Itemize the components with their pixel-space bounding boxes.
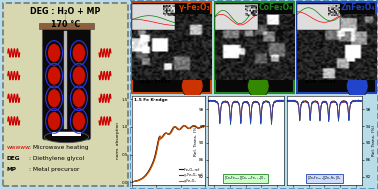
Circle shape <box>48 67 60 85</box>
γ-Fe₂O₃ ref <box>203 125 208 128</box>
Circle shape <box>73 89 85 107</box>
Circle shape <box>48 44 60 62</box>
γ-Fe₂O₃ ref <box>196 127 201 129</box>
Fe₃O₄ ref <box>196 127 201 129</box>
Circle shape <box>73 112 85 130</box>
Text: [Zn$_x$Fe$_{1-x}$][Zn$_0$Fe$_2$]O$_4$: [Zn$_x$Fe$_{1-x}$][Zn$_0$Fe$_2$]O$_4$ <box>307 174 342 182</box>
Fe₃O₄ ref <box>173 126 178 128</box>
Fe₃O₄ ref <box>173 126 177 128</box>
Ellipse shape <box>44 131 89 143</box>
Text: : Diethylene glycol: : Diethylene glycol <box>29 156 84 161</box>
Text: ZnFe₂O₄: ZnFe₂O₄ <box>341 3 375 12</box>
FancyBboxPatch shape <box>297 2 376 93</box>
Line: γ-Fe₂O₃: γ-Fe₂O₃ <box>132 126 205 182</box>
FancyBboxPatch shape <box>130 0 378 189</box>
Fe₃O₄ ref <box>203 125 208 128</box>
γ-Fe₂O₃ <box>173 126 178 128</box>
γ-Fe₂O₃ <box>196 127 201 129</box>
Text: 14 nm: 14 nm <box>304 76 336 85</box>
Fe₃O₄ ref <box>174 127 179 129</box>
Text: DEG: DEG <box>6 156 20 161</box>
Text: [Co$_x$Fe$_{1-x}$][Co$_{1-x}$Fe$_{1+x}$]O$_4$: [Co$_x$Fe$_{1-x}$][Co$_{1-x}$Fe$_{1+x}$]… <box>225 174 267 182</box>
Circle shape <box>73 67 85 85</box>
γ-Fe₂O₃ <box>129 181 134 183</box>
Circle shape <box>48 89 60 107</box>
Text: 12 nm: 12 nm <box>139 76 171 85</box>
Text: wwwww: wwwww <box>6 145 30 149</box>
γ-Fe₂O₃ <box>192 125 196 127</box>
Text: MP: MP <box>6 167 17 172</box>
FancyBboxPatch shape <box>215 2 294 93</box>
Text: γ-Fe₂O₃: γ-Fe₂O₃ <box>178 3 211 12</box>
Text: DEG : H₂O + MP: DEG : H₂O + MP <box>30 7 101 16</box>
Text: 170 °C: 170 °C <box>51 20 80 29</box>
Circle shape <box>48 112 60 130</box>
Circle shape <box>181 74 203 98</box>
γ-Fe₂O₃ <box>174 126 179 129</box>
Text: 7 nm: 7 nm <box>242 76 267 85</box>
γ-Fe₂O₃ <box>130 181 134 183</box>
Bar <box>65 14 66 23</box>
γ-Fe₂O₃ ref <box>129 181 134 183</box>
FancyBboxPatch shape <box>3 3 128 186</box>
Fe₃O₄ ref <box>192 125 196 127</box>
Text: 1.5 Fe K-edge: 1.5 Fe K-edge <box>135 98 168 102</box>
γ-Fe₂O₃ ref <box>173 126 177 128</box>
γ-Fe₂O₃ <box>173 126 177 128</box>
γ-Fe₂O₃ ref <box>173 126 178 128</box>
Y-axis label: Rel. Trans. (%): Rel. Trans. (%) <box>372 125 376 156</box>
γ-Fe₂O₃ ref <box>192 125 196 127</box>
Bar <box>52 132 81 136</box>
Fe₃O₄ ref <box>130 181 134 183</box>
FancyBboxPatch shape <box>42 26 91 140</box>
Y-axis label: norm. absorption: norm. absorption <box>116 122 120 159</box>
γ-Fe₂O₃ <box>203 125 208 127</box>
γ-Fe₂O₃ ref <box>182 125 187 127</box>
γ-Fe₂O₃ <box>183 125 187 127</box>
γ-Fe₂O₃ ref <box>130 181 134 183</box>
Bar <box>64 31 67 129</box>
Bar <box>39 23 94 29</box>
Circle shape <box>73 44 85 62</box>
FancyBboxPatch shape <box>132 2 211 93</box>
Text: : Microwave heating: : Microwave heating <box>29 145 88 149</box>
Line: γ-Fe₂O₃ ref: γ-Fe₂O₃ ref <box>132 126 205 182</box>
γ-Fe₂O₃ ref <box>174 127 179 129</box>
Circle shape <box>347 74 368 98</box>
Fe₃O₄ ref <box>129 181 134 183</box>
Legend: Fe₃O₄ ref, γ-Fe₂O₃ ref, γ-Fe₂O₃: Fe₃O₄ ref, γ-Fe₂O₃ ref, γ-Fe₂O₃ <box>179 167 204 184</box>
Text: : Metal precursor: : Metal precursor <box>29 167 79 172</box>
Circle shape <box>248 74 269 98</box>
Text: CoFe₂O₄: CoFe₂O₄ <box>259 3 293 12</box>
Y-axis label: Rel. Trans. (%): Rel. Trans. (%) <box>194 125 198 156</box>
Line: Fe₃O₄ ref: Fe₃O₄ ref <box>132 126 205 182</box>
Fe₃O₄ ref <box>182 125 186 127</box>
